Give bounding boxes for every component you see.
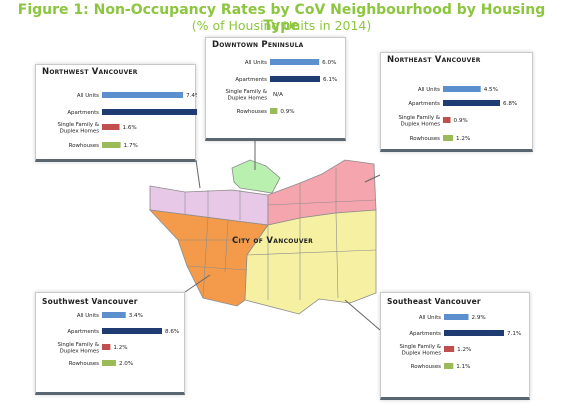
category-label: Single Family & Duplex Homes [57, 342, 99, 355]
leader-line [184, 274, 211, 293]
bar [443, 100, 500, 106]
city-label: City of Vancouver [232, 236, 314, 246]
panel-title: Northeast Vancouver [387, 55, 481, 65]
leader-line [344, 299, 381, 331]
bar [102, 92, 184, 98]
bar [270, 76, 320, 82]
neighbourhood-boundary [246, 249, 377, 256]
bar [444, 346, 455, 352]
bar [102, 360, 116, 366]
bar [443, 135, 454, 141]
panel-downtown-peninsula: Downtown Peninsula All Units 6.0% Apartmen… [205, 37, 346, 141]
region-southeast [244, 209, 377, 315]
bar [444, 314, 469, 320]
bar [270, 59, 320, 65]
value-label: 0.9% [454, 118, 468, 124]
leader-line [195, 159, 201, 189]
category-label: Rowhouses [69, 361, 99, 367]
category-label: Rowhouses [69, 143, 99, 149]
value-label: 1.2% [457, 347, 471, 353]
bar [270, 108, 278, 114]
category-label: All Units [77, 313, 99, 319]
category-label: Rowhouses [237, 109, 267, 115]
bar [444, 363, 454, 369]
category-label: Apartments [67, 329, 99, 335]
value-label: 6.8% [503, 101, 517, 107]
value-label: 2.0% [119, 361, 133, 367]
panel-title: Southwest Vancouver [42, 297, 138, 306]
panel-northwest-vancouver: Northwest Vancouver All Units 7.4% Apartme… [35, 64, 197, 162]
figure-title: Figure 1: Non-Occupancy Rates by CoV Nei… [17, 2, 546, 34]
category-label: Apartments [408, 101, 440, 107]
value-label: 0.9% [280, 109, 294, 115]
bar [102, 344, 111, 350]
value-label: 4.5% [484, 87, 498, 93]
panel-title: Northwest Vancouver [42, 67, 138, 77]
category-label: Single Family & Duplex Homes [399, 344, 441, 357]
bar [102, 328, 162, 334]
value-label: 6.0% [322, 60, 336, 66]
bar [444, 330, 504, 336]
bar [102, 312, 126, 318]
panel-southeast-vancouver: Southeast Vancouver All Units 2.9% Apartme… [380, 292, 530, 400]
category-label: Rowhouses [411, 364, 441, 370]
figure-subtitle: (% of Housing Units in 2014) [191, 18, 372, 33]
panel-title: Southeast Vancouver [387, 297, 481, 306]
category-label: All Units [418, 87, 440, 93]
bar [443, 86, 481, 92]
value-label: 1.1% [456, 364, 470, 370]
neighbourhood-boundary [335, 212, 339, 299]
value-label: 7.1% [507, 331, 521, 337]
neighbourhood-boundary [186, 265, 248, 271]
value-label: 1.6% [123, 125, 137, 131]
value-label: 7.4% [186, 93, 197, 99]
panel-southwest-vancouver: Southwest Vancouver All Units 3.4% Apartme… [35, 292, 185, 395]
bar [102, 142, 121, 148]
leader-line [364, 174, 381, 183]
value-label: 8.6% [165, 329, 179, 335]
value-label: 1.2% [113, 345, 127, 351]
category-label: Apartments [235, 77, 267, 83]
value-label: N/A [273, 92, 283, 98]
value-label: 2.9% [472, 315, 486, 321]
category-label: Apartments [409, 331, 441, 337]
bar [443, 117, 451, 123]
panel-title: Downtown Peninsula [212, 40, 304, 50]
category-label: Single Family & Duplex Homes [57, 122, 99, 135]
category-label: All Units [419, 315, 441, 321]
value-label: 1.7% [124, 143, 138, 149]
bar [102, 109, 197, 115]
neighbourhood-boundary [267, 199, 377, 206]
region-downtown [231, 159, 281, 194]
value-label: 3.4% [129, 313, 143, 319]
value-label: 6.1% [323, 77, 337, 83]
category-label: Apartments [67, 110, 99, 116]
category-label: All Units [77, 93, 99, 99]
category-label: Single Family & Duplex Homes [398, 115, 440, 128]
value-label: 1.2% [456, 136, 470, 142]
category-label: All Units [245, 60, 267, 66]
neighbourhood-boundary [224, 219, 229, 273]
category-label: Single Family & Duplex Homes [225, 89, 267, 102]
neighbourhood-boundary [202, 216, 209, 299]
bar [102, 124, 120, 130]
category-label: Rowhouses [410, 136, 440, 142]
panel-northeast-vancouver: Northeast Vancouver All Units 4.5% Apartme… [380, 52, 533, 152]
